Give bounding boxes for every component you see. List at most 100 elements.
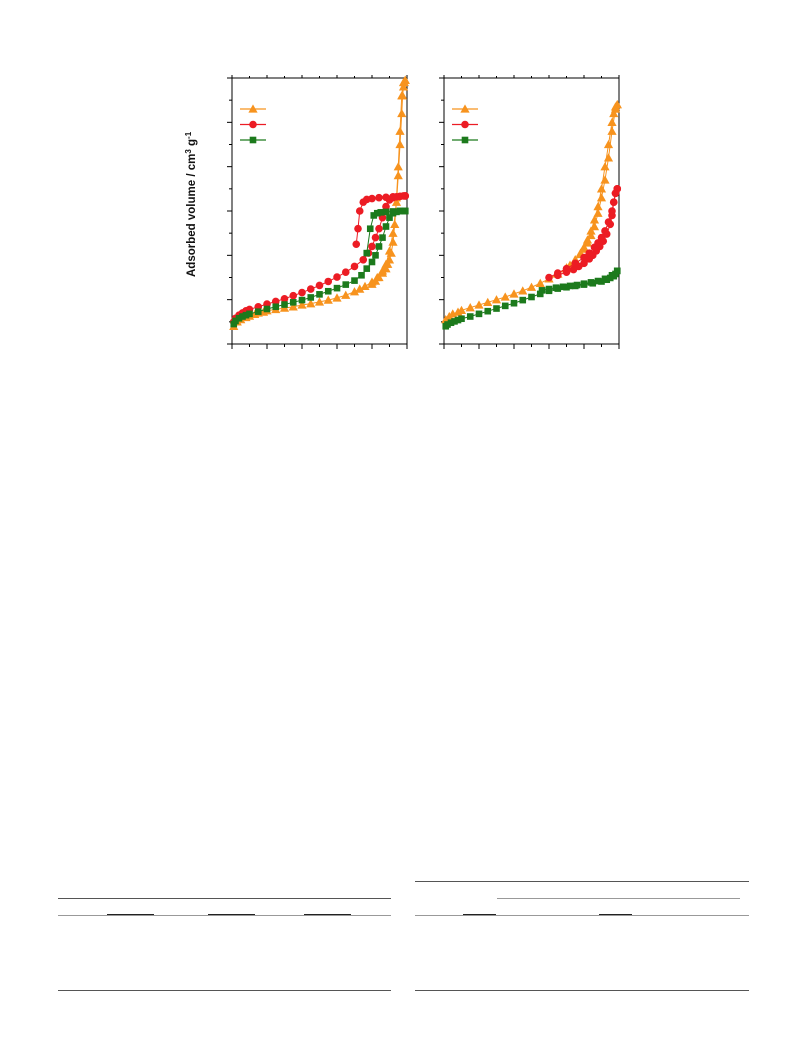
data-point-green: [298, 296, 306, 304]
data-point-green: [382, 223, 390, 230]
data-point-green: [538, 287, 546, 294]
data-point-red: [352, 240, 361, 249]
data-point-orange: [579, 242, 589, 252]
data-point-orange: [596, 193, 607, 202]
legend-marker-green: [249, 136, 257, 144]
data-point-green: [466, 313, 474, 320]
series-orange: [441, 100, 622, 324]
series-green: [230, 207, 409, 328]
data-point-green: [372, 252, 379, 259]
data-point-red: [613, 185, 622, 193]
table1-col-rule-1: [107, 914, 154, 915]
data-point-green: [239, 313, 246, 320]
legend-marker-orange: [460, 104, 470, 113]
data-point-green: [594, 277, 602, 285]
legend-marker-green: [461, 136, 469, 144]
right-isotherm-plot: [439, 75, 622, 349]
series-orange-adsorption-line: [233, 80, 406, 327]
data-point-green: [493, 305, 500, 312]
data-point-green: [603, 276, 611, 284]
data-point-orange: [395, 126, 405, 135]
data-point-orange: [607, 126, 617, 135]
data-point-green: [484, 307, 492, 315]
data-point-orange: [393, 162, 403, 171]
data-point-orange: [314, 297, 325, 306]
data-point-orange: [360, 281, 370, 291]
data-point-green: [389, 209, 397, 217]
legend-marker-orange: [248, 104, 258, 113]
data-point-orange: [609, 108, 619, 118]
data-point-orange: [465, 303, 475, 312]
data-point-orange: [586, 226, 596, 235]
data-point-green: [554, 285, 562, 292]
y-axis-label: Adsorbed volume / cm3 g-1: [184, 131, 199, 277]
data-point-orange: [306, 299, 316, 308]
data-point-green: [606, 274, 614, 282]
data-point-green: [377, 209, 385, 216]
data-point-orange: [491, 295, 502, 304]
data-point-green: [375, 243, 383, 250]
data-point-orange: [388, 228, 398, 237]
data-point-green: [246, 310, 253, 318]
data-point-green: [501, 302, 509, 310]
data-point-red: [355, 207, 364, 215]
data-point-red: [306, 285, 315, 293]
y-axis-label-sup2: -1: [184, 131, 193, 139]
data-point-orange: [526, 282, 537, 291]
table2-header-rule: [415, 915, 749, 916]
data-point-green: [316, 291, 323, 298]
data-point-orange: [612, 100, 622, 109]
data-point-green: [307, 294, 315, 301]
data-point-red: [601, 227, 609, 235]
data-point-orange: [603, 139, 614, 149]
data-point-red: [271, 297, 280, 306]
data-point-red: [375, 193, 383, 202]
data-point-red: [375, 224, 383, 233]
data-point-red: [585, 249, 594, 257]
data-point-green: [589, 279, 597, 287]
data-point-green: [370, 212, 378, 219]
table1-top-rule: [58, 898, 391, 899]
data-point-orange: [323, 295, 333, 304]
table2-col-rule-1: [463, 914, 496, 915]
data-point-red: [359, 198, 368, 206]
data-point-green: [373, 209, 381, 217]
y-axis-label-main: Adsorbed volume / cm: [186, 154, 198, 277]
data-point-green: [519, 296, 527, 304]
data-point-red: [608, 207, 616, 215]
data-point-green: [382, 208, 390, 216]
data-point-red: [350, 262, 359, 271]
data-point-red: [382, 202, 390, 211]
data-point-green: [393, 208, 400, 216]
data-point-orange: [391, 197, 402, 206]
data-point-red: [378, 213, 387, 222]
data-point-orange: [398, 82, 409, 91]
data-point-orange: [400, 75, 410, 84]
data-point-green: [363, 265, 371, 272]
data-point-orange: [593, 201, 603, 211]
data-point-red: [298, 288, 306, 297]
data-point-orange: [518, 286, 528, 295]
data-point-orange: [600, 175, 610, 184]
data-point-green: [559, 283, 567, 291]
y-axis-label-sup1: 3: [184, 149, 193, 154]
data-point-orange: [390, 219, 400, 228]
data-point-orange: [397, 108, 407, 118]
data-point-green: [396, 207, 404, 215]
data-point-red: [580, 253, 588, 262]
data-point-red: [368, 242, 376, 251]
data-point-orange: [332, 293, 342, 302]
data-point-orange: [586, 230, 596, 240]
data-point-orange: [341, 290, 351, 299]
data-point-green: [254, 308, 262, 315]
data-point-green: [358, 271, 365, 279]
data-point-orange: [589, 221, 600, 231]
table2-col-rule-2: [599, 914, 632, 915]
data-point-green: [366, 225, 374, 233]
table1-col-rule-3: [304, 914, 351, 915]
data-point-green: [235, 314, 243, 322]
data-point-red: [562, 264, 571, 273]
data-point-orange: [603, 153, 614, 162]
data-point-red: [315, 281, 324, 290]
data-point-green: [510, 299, 518, 307]
